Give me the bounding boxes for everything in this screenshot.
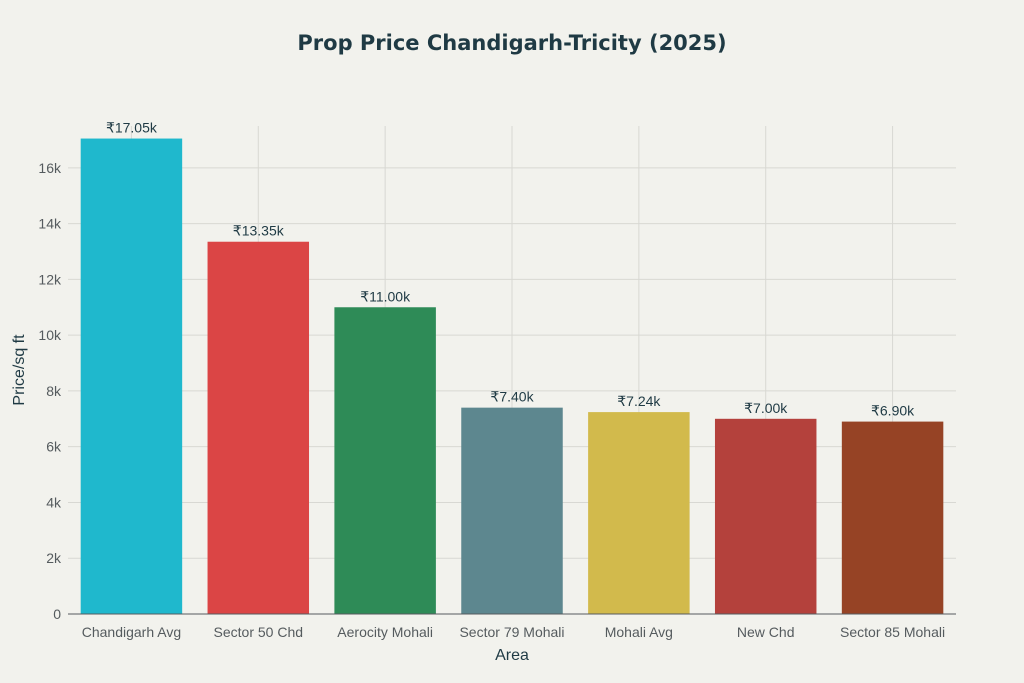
y-tick-label: 4k bbox=[46, 494, 62, 510]
y-axis-label: Price/sq ft bbox=[11, 334, 28, 406]
bar-data-label: ₹7.40k bbox=[490, 389, 534, 405]
bar-chandigarh-avg[interactable] bbox=[80, 138, 183, 614]
x-tick-label: Chandigarh Avg bbox=[82, 624, 181, 640]
data-labels: ₹17.05k ₹13.35k ₹11.00k ₹7.40k ₹7.24k ₹7.00k ₹… bbox=[106, 120, 915, 419]
x-axis-ticks: Chandigarh Avg Sector 50 Chd Aerocity Moha… bbox=[82, 624, 945, 640]
bar-sector-50-chd[interactable] bbox=[207, 241, 310, 614]
x-tick-label: Sector 85 Mohali bbox=[840, 624, 945, 640]
x-axis-label: Area bbox=[495, 647, 529, 664]
y-tick-label: 6k bbox=[46, 439, 62, 455]
bar-new-chd[interactable] bbox=[714, 418, 817, 614]
y-axis-ticks: 0 2k 4k 6k 8k 10k 12k 14k 16k bbox=[38, 160, 62, 622]
bar-aerocity-mohali[interactable] bbox=[334, 307, 436, 614]
y-tick-label: 2k bbox=[46, 550, 62, 566]
bar-data-label: ₹7.24k bbox=[617, 393, 661, 409]
bar-mohali-avg[interactable] bbox=[588, 412, 690, 614]
y-tick-label: 0 bbox=[53, 606, 61, 622]
y-tick-label: 12k bbox=[38, 271, 62, 287]
bar-sector-85-mohali[interactable] bbox=[841, 421, 944, 614]
bar-data-label: ₹13.35k bbox=[233, 223, 285, 239]
bar-data-label: ₹17.05k bbox=[106, 120, 158, 136]
y-tick-label: 16k bbox=[38, 160, 62, 176]
x-tick-label: Aerocity Mohali bbox=[337, 624, 433, 640]
y-tick-label: 14k bbox=[38, 216, 62, 232]
bar-data-label: ₹7.00k bbox=[744, 400, 788, 416]
x-tick-label: Sector 50 Chd bbox=[214, 624, 304, 640]
bar-data-label: ₹6.90k bbox=[871, 403, 915, 419]
x-tick-label: New Chd bbox=[737, 624, 795, 640]
y-tick-label: 10k bbox=[38, 327, 62, 343]
bar-layer bbox=[80, 138, 944, 614]
x-tick-label: Mohali Avg bbox=[605, 624, 673, 640]
x-tick-label: Sector 79 Mohali bbox=[459, 624, 564, 640]
y-tick-label: 8k bbox=[46, 383, 62, 399]
chart-title: Prop Price Chandigarh-Tricity (2025) bbox=[297, 31, 726, 55]
bar-data-label: ₹11.00k bbox=[360, 288, 411, 304]
bar-sector-79-mohali[interactable] bbox=[461, 407, 563, 614]
